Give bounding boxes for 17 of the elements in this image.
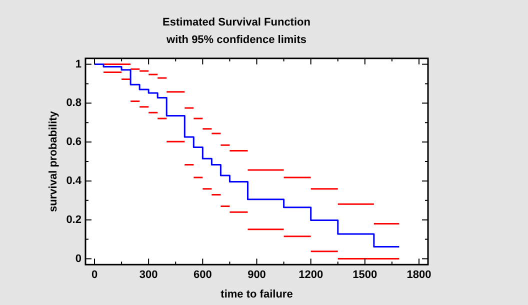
y-tick-label: 0.2 [66, 214, 82, 226]
x-tick-label: 0 [91, 269, 98, 282]
x-tick-label: 300 [139, 269, 158, 282]
x-axis-title: time to failure [220, 288, 293, 300]
chart-subtitle: with 95% confidence limits [166, 34, 306, 46]
chart-title: Estimated Survival Function [162, 16, 311, 29]
x-tick-label: 1200 [298, 269, 324, 282]
x-tick-label: 1800 [406, 269, 432, 282]
y-tick-label: 0.6 [66, 136, 82, 148]
y-axis-title: survival probability [48, 110, 60, 212]
y-tick-label: 0 [75, 252, 82, 265]
x-tick-label: 1500 [352, 269, 378, 282]
y-tick-label: 0.4 [66, 174, 82, 187]
y-tick-label: 0.8 [66, 97, 82, 110]
x-tick-label: 600 [193, 269, 212, 282]
y-tick-label: 1 [75, 58, 82, 70]
x-tick-label: 900 [248, 269, 266, 282]
